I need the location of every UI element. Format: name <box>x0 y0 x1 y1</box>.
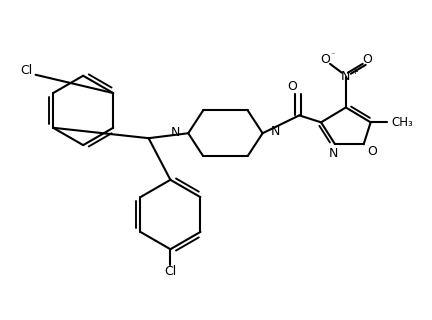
Text: Cl: Cl <box>164 265 177 277</box>
Text: N: N <box>171 126 180 139</box>
Text: ⁻: ⁻ <box>330 51 334 60</box>
Text: O: O <box>287 80 297 93</box>
Text: O: O <box>363 53 373 66</box>
Text: +: + <box>351 67 358 76</box>
Text: N: N <box>341 70 350 83</box>
Text: O: O <box>320 53 330 66</box>
Text: CH₃: CH₃ <box>391 116 413 129</box>
Text: N: N <box>328 147 338 160</box>
Text: N: N <box>270 125 280 138</box>
Text: O: O <box>368 145 378 157</box>
Text: Cl: Cl <box>21 64 33 77</box>
